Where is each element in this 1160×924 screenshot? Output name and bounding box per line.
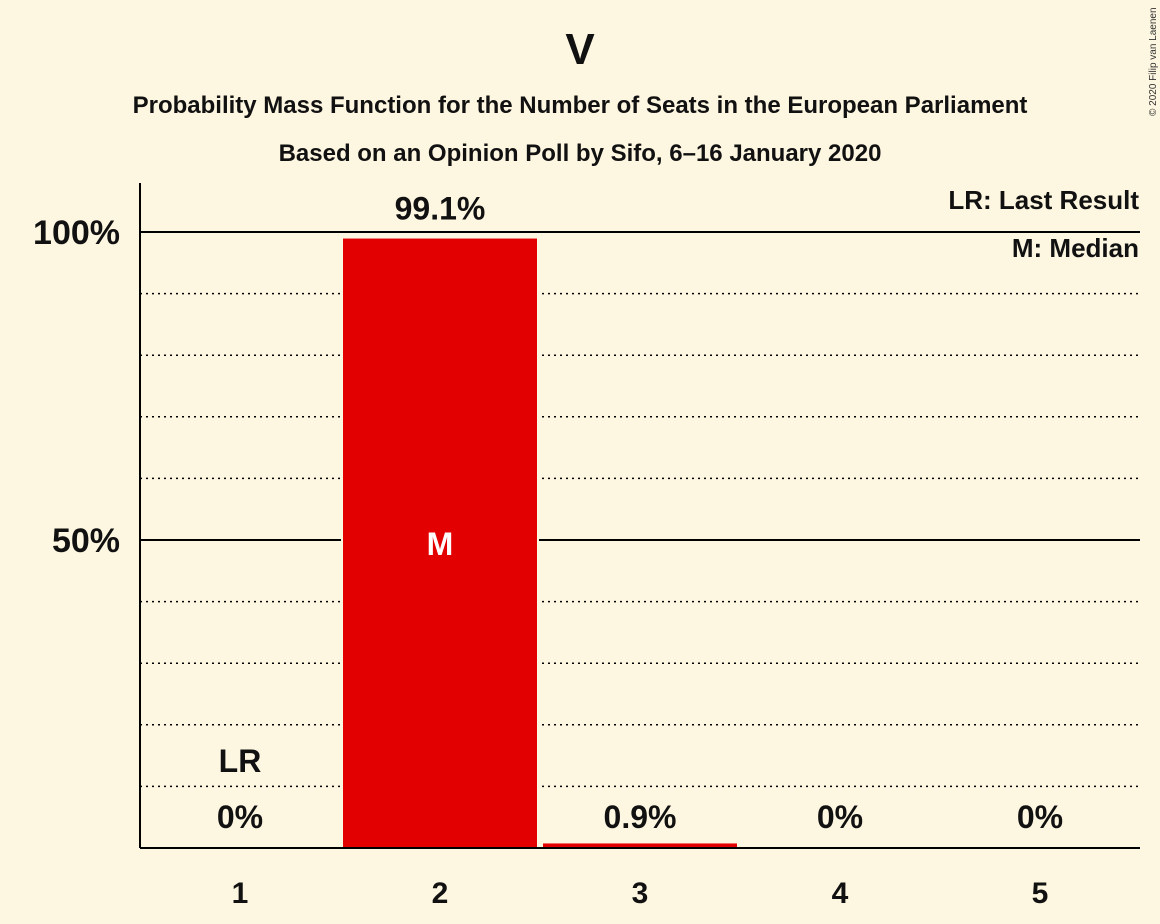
chart-subtitle: Probability Mass Function for the Number… xyxy=(133,92,1028,119)
axes: 50% 100% 1 2 3 4 5 xyxy=(33,183,1140,910)
data-label: 0% xyxy=(217,799,263,835)
bars xyxy=(341,236,739,849)
data-label: 0% xyxy=(817,799,863,835)
x-tick-label: 1 xyxy=(232,877,249,910)
x-tick-label: 3 xyxy=(632,877,649,910)
data-labels: 0% 99.1% 0.9% 0% 0% M LR xyxy=(217,191,1063,835)
y-tick-label: 50% xyxy=(52,522,120,560)
data-label: 0.9% xyxy=(604,799,677,835)
y-tick-label: 100% xyxy=(33,214,120,252)
chart-subtitle-source: Based on an Opinion Poll by Sifo, 6–16 J… xyxy=(279,140,882,167)
median-marker: M xyxy=(427,526,454,562)
data-label: 0% xyxy=(1017,799,1063,835)
gridlines xyxy=(140,231,1140,788)
legend-median: M: Median xyxy=(1012,233,1139,263)
x-tick-label: 5 xyxy=(1032,877,1049,910)
x-tick-label: 2 xyxy=(432,877,449,910)
chart-title: V xyxy=(565,25,595,74)
last-result-marker: LR xyxy=(219,743,262,779)
bar xyxy=(341,236,539,849)
copyright-note: © 2020 Filip van Laenen xyxy=(1148,7,1159,116)
legend-last-result: LR: Last Result xyxy=(948,185,1139,215)
data-label: 99.1% xyxy=(395,191,486,227)
x-tick-label: 4 xyxy=(832,877,849,910)
